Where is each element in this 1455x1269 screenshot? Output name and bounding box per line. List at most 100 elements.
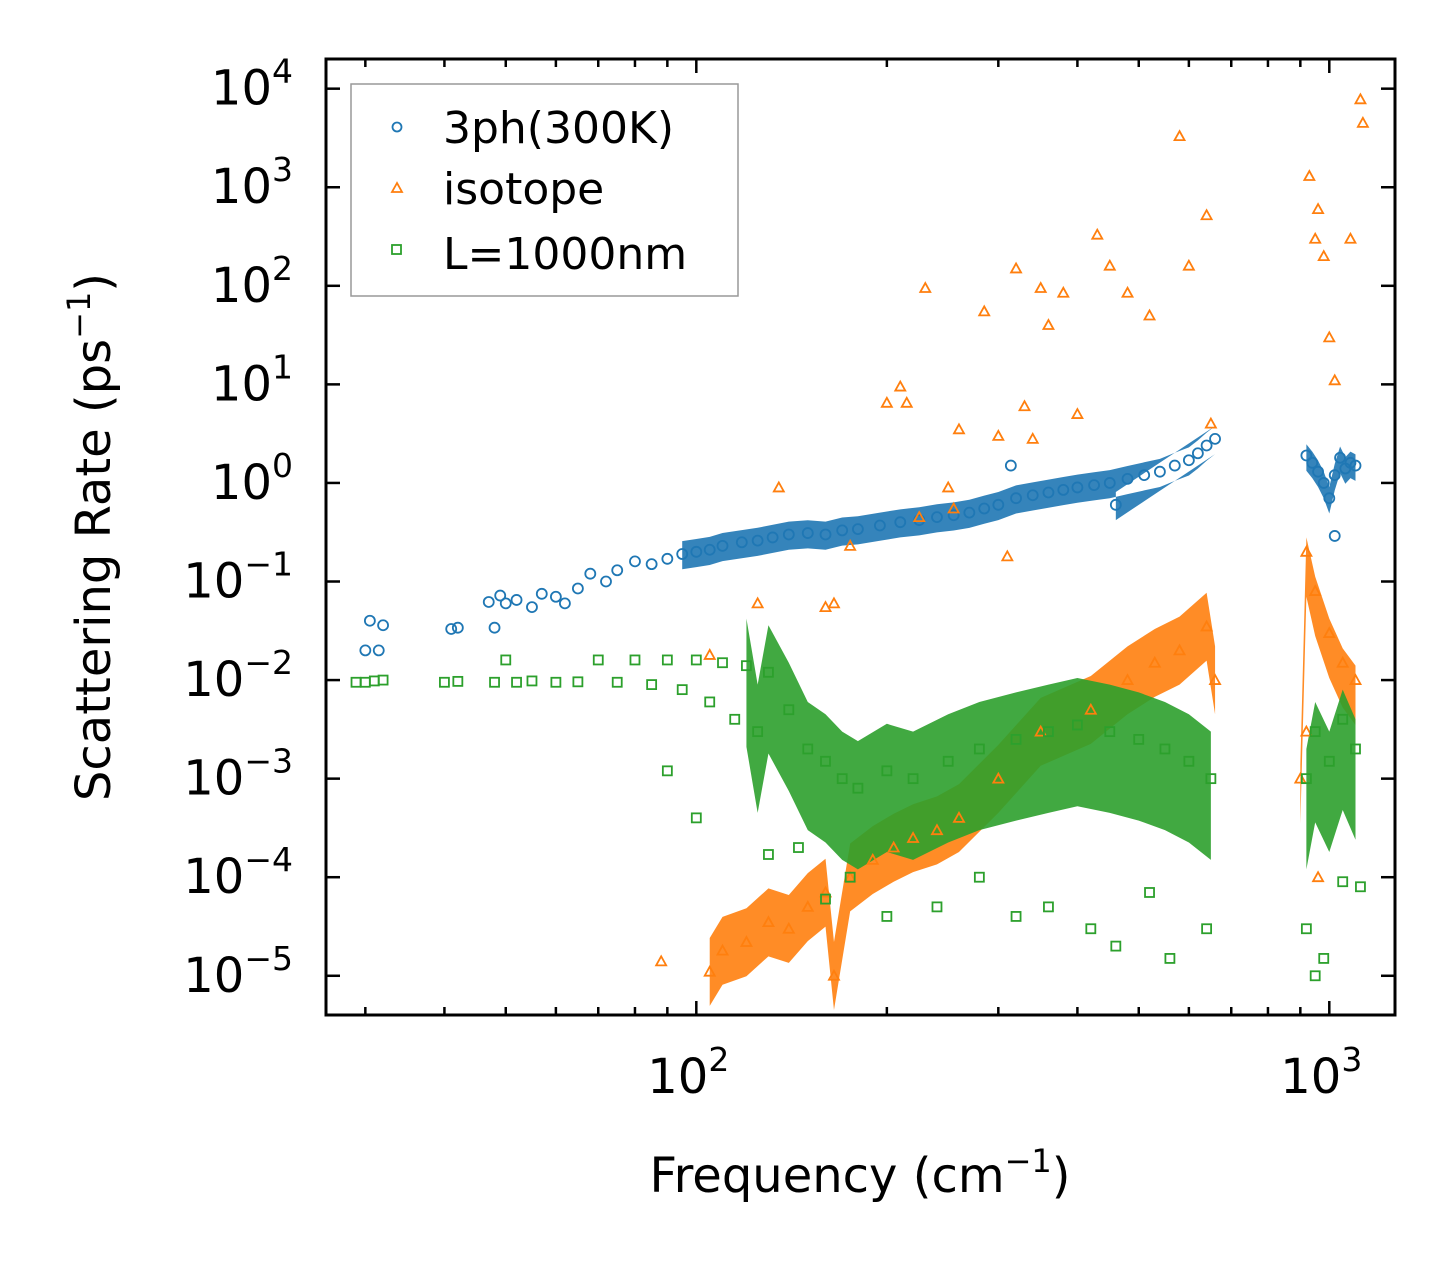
- y-tick-label: 101: [211, 347, 293, 412]
- point-triangle: [761, 915, 775, 928]
- point-square: [844, 871, 856, 883]
- y-tick-label: 100: [211, 446, 293, 511]
- point-triangle: [977, 304, 991, 317]
- point-circle: [931, 511, 943, 524]
- point-square: [1183, 755, 1195, 767]
- point-triangle: [827, 968, 841, 981]
- point-triangle: [1103, 258, 1117, 271]
- point-circle: [1138, 469, 1151, 482]
- point-square: [439, 676, 450, 688]
- point-triangle: [1302, 169, 1316, 181]
- legend-marker-isotope: [390, 181, 404, 193]
- point-square: [717, 657, 728, 669]
- point-triangle: [991, 771, 1005, 784]
- point-circle: [584, 567, 597, 580]
- point-square: [1164, 953, 1176, 964]
- point-square: [1043, 726, 1054, 738]
- point-circle: [716, 539, 729, 552]
- point-triangle: [843, 538, 857, 551]
- point-circle: [1168, 459, 1181, 472]
- legend-label-boundary: L=1000nm: [443, 229, 687, 280]
- point-square: [1309, 726, 1321, 738]
- point-triangle: [801, 900, 815, 912]
- point-circle: [549, 590, 562, 603]
- point-square: [1085, 923, 1097, 935]
- point-square: [1355, 881, 1366, 893]
- point-circle: [894, 516, 907, 529]
- point-circle: [1306, 456, 1319, 469]
- point-triangle: [1000, 549, 1014, 562]
- plot-frame: [324, 57, 1397, 1017]
- point-circle: [1109, 498, 1122, 511]
- point-square: [942, 755, 954, 767]
- point-triangle: [1120, 285, 1135, 298]
- x-tick-label: 102: [647, 1040, 729, 1105]
- point-circle: [1328, 469, 1341, 482]
- point-square: [500, 654, 512, 666]
- point-circle: [445, 623, 458, 635]
- point-circle: [1103, 477, 1116, 489]
- point-triangle: [893, 379, 907, 392]
- point-circle: [510, 594, 523, 606]
- point-triangle: [751, 596, 765, 609]
- point-square: [907, 773, 919, 785]
- point-circle: [735, 536, 748, 549]
- point-triangle: [930, 823, 944, 836]
- point-triangle: [1026, 432, 1040, 444]
- point-triangle: [1009, 261, 1023, 274]
- point-square: [690, 654, 702, 666]
- point-triangle: [1353, 92, 1367, 105]
- point-circle: [571, 582, 584, 595]
- point-triangle: [715, 943, 730, 956]
- point-triangle: [1317, 249, 1331, 262]
- point-circle: [1121, 472, 1134, 485]
- point-triangle: [1208, 673, 1222, 685]
- point-triangle: [703, 964, 717, 977]
- point-square: [1323, 755, 1335, 767]
- point-square: [526, 675, 538, 687]
- point-circle: [1300, 449, 1313, 462]
- point-circle: [600, 575, 612, 588]
- point-circle: [836, 524, 849, 537]
- point-circle: [1088, 479, 1100, 492]
- point-circle: [1010, 492, 1022, 505]
- point-square: [368, 675, 380, 687]
- point-circle: [359, 644, 372, 657]
- point-square: [611, 676, 623, 688]
- y-tick-label: 104: [211, 52, 293, 117]
- point-circle: [526, 601, 538, 613]
- point-triangle: [1308, 584, 1322, 596]
- point-triangle: [1017, 399, 1032, 412]
- point-circle: [645, 558, 658, 571]
- point-square: [793, 842, 804, 853]
- point-triangle: [1308, 231, 1322, 244]
- point-square: [1337, 713, 1349, 725]
- point-square: [741, 660, 752, 672]
- point-triangle: [1034, 281, 1048, 293]
- point-circle: [499, 597, 512, 610]
- point-triangle: [906, 831, 920, 843]
- point-circle: [1026, 489, 1039, 502]
- point-square: [973, 871, 985, 883]
- point-square: [661, 654, 673, 666]
- point-square: [1010, 734, 1022, 745]
- point-circle: [690, 545, 703, 558]
- axis-ticks: [326, 59, 1395, 1015]
- point-circle: [676, 548, 689, 560]
- point-square: [1337, 876, 1349, 888]
- point-triangle: [1322, 330, 1336, 343]
- x-axis-label: Frequency (cm−1): [649, 1142, 1070, 1204]
- point-triangle: [703, 648, 717, 660]
- point-circle: [535, 587, 548, 600]
- point-square: [1318, 953, 1330, 964]
- band-boundary-high: [1306, 689, 1356, 870]
- point-circle: [494, 589, 507, 602]
- point-square: [572, 676, 584, 688]
- point-square: [452, 675, 464, 687]
- point-triangle: [1348, 673, 1363, 685]
- point-triangle: [912, 510, 926, 523]
- point-square: [881, 911, 893, 922]
- point-circle: [1191, 447, 1204, 460]
- point-triangle: [654, 954, 668, 967]
